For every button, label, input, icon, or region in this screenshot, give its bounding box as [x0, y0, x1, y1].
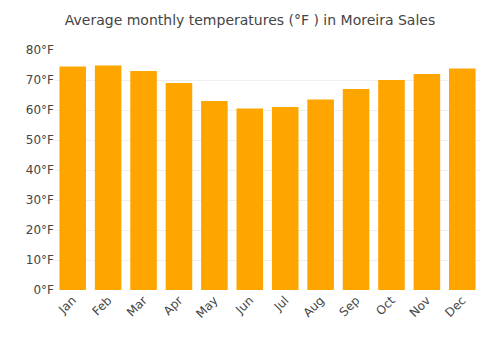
- svg-text:Mar: Mar: [124, 293, 150, 319]
- svg-text:50°F: 50°F: [26, 133, 54, 147]
- svg-text:Jan: Jan: [55, 293, 79, 317]
- svg-text:Feb: Feb: [90, 293, 115, 318]
- svg-text:Jun: Jun: [232, 293, 256, 317]
- svg-text:Apr: Apr: [161, 293, 186, 318]
- svg-text:40°F: 40°F: [26, 163, 54, 177]
- svg-text:30°F: 30°F: [26, 193, 54, 207]
- svg-text:10°F: 10°F: [26, 253, 54, 267]
- svg-text:Aug: Aug: [301, 293, 327, 319]
- svg-text:Nov: Nov: [407, 293, 433, 319]
- svg-text:Jul: Jul: [271, 293, 292, 314]
- svg-text:20°F: 20°F: [26, 223, 54, 237]
- svg-text:Dec: Dec: [442, 293, 468, 319]
- svg-text:70°F: 70°F: [26, 73, 54, 87]
- svg-text:60°F: 60°F: [26, 103, 54, 117]
- svg-text:Oct: Oct: [373, 293, 398, 318]
- svg-text:80°F: 80°F: [26, 43, 54, 57]
- svg-text:Average monthly temperatures (: Average monthly temperatures (°F ) in Mo…: [65, 12, 435, 28]
- svg-text:May: May: [193, 293, 220, 320]
- svg-text:0°F: 0°F: [33, 283, 54, 297]
- svg-text:Sep: Sep: [337, 293, 363, 319]
